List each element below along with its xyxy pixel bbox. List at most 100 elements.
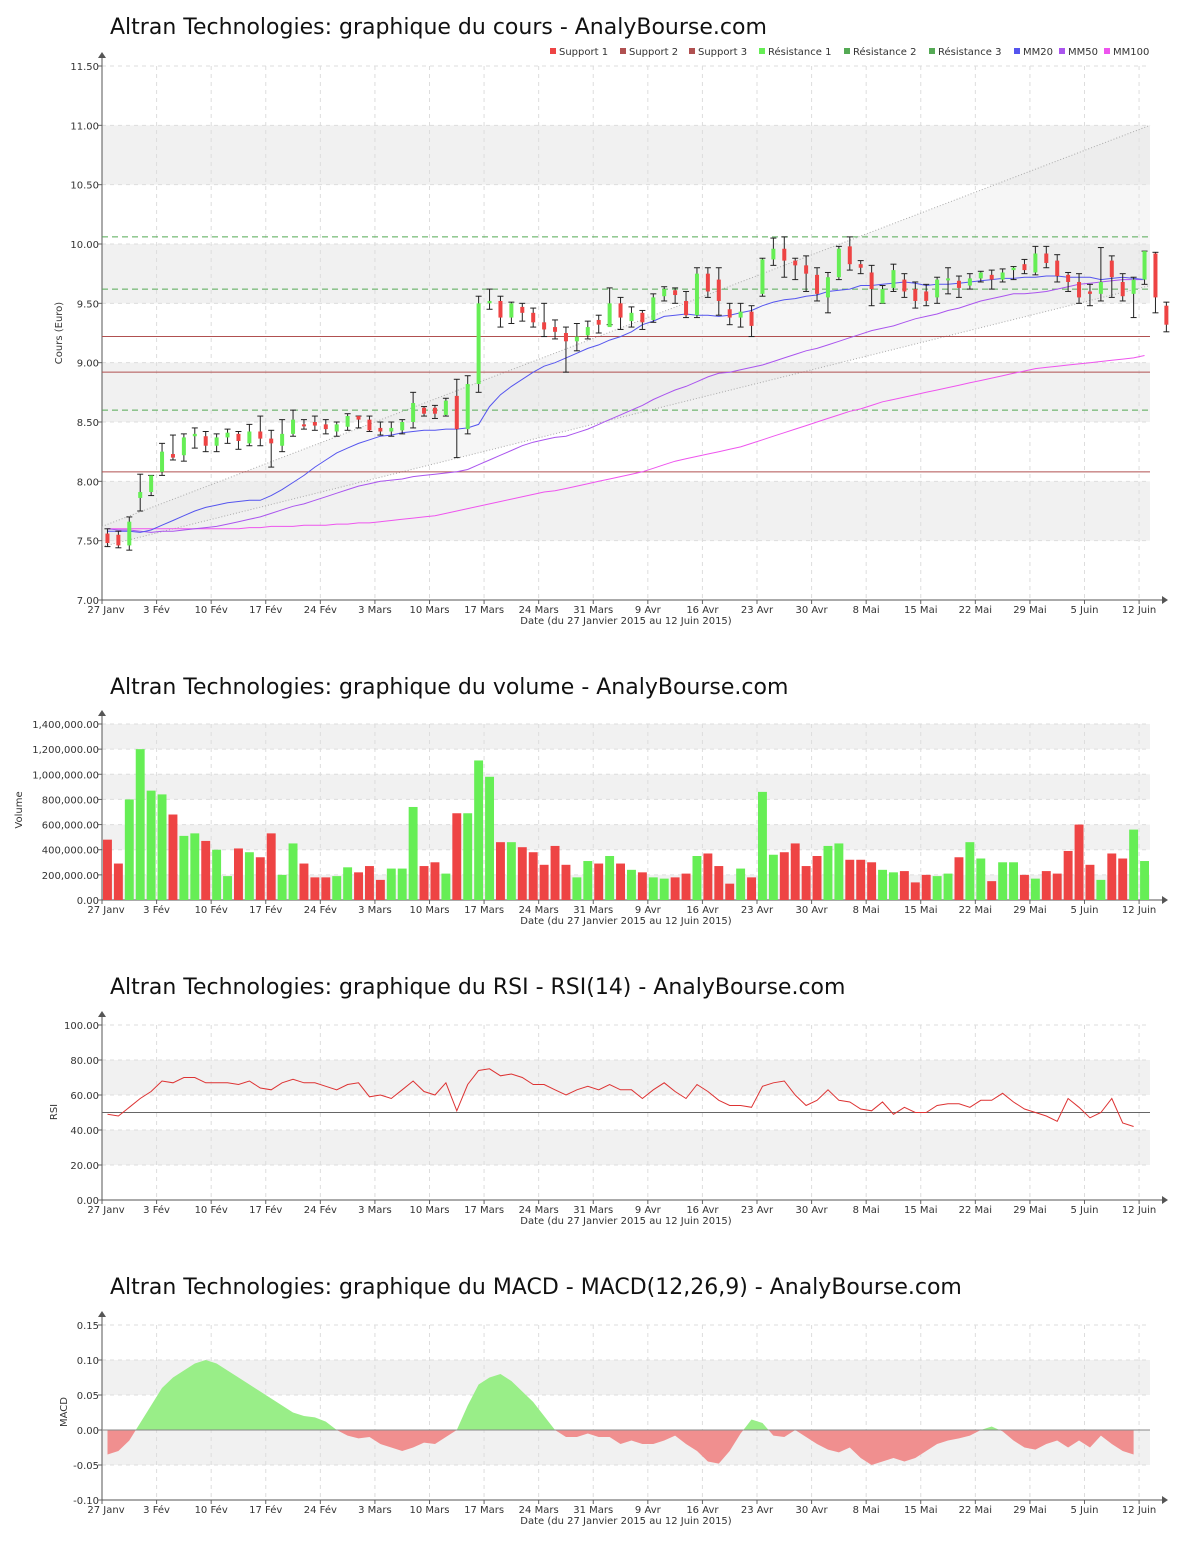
candle-body — [563, 333, 568, 342]
price-ytick-label: 11.00 — [70, 121, 99, 132]
candle-body — [192, 433, 197, 437]
volume-bar — [834, 843, 844, 900]
volume-bar — [703, 853, 713, 900]
rsi-chart-title: Altran Technologies: graphique du RSI - … — [110, 975, 845, 1000]
volume-bar — [659, 878, 669, 900]
legend-item: Résistance 1 — [768, 46, 831, 58]
rsi-xtick-label: 17 Mars — [464, 1205, 504, 1216]
candle-body — [1055, 260, 1060, 277]
volume-bar — [801, 866, 811, 900]
candle-body — [225, 432, 230, 438]
legend-item: Résistance 3 — [938, 46, 1001, 58]
volume-bar — [583, 861, 593, 900]
volume-bar — [899, 871, 909, 900]
candle-body — [203, 436, 208, 446]
macd-ytick-label: 0.00 — [77, 1426, 99, 1437]
volume-bar — [627, 869, 636, 900]
macd-xtick-label: 12 Juin — [1122, 1505, 1156, 1516]
price-xtick-label: 15 Mai — [904, 605, 937, 616]
price-xtick-label: 30 Avr — [795, 605, 828, 616]
candle-body — [334, 424, 339, 432]
volume-xtick-label: 17 Fév — [249, 904, 282, 916]
macd-ytick-label: 0.15 — [77, 1321, 99, 1332]
volume-bar — [474, 760, 484, 900]
candle-body — [804, 265, 809, 274]
volume-ytick-label: 200,000.00 — [42, 871, 99, 882]
volume-bar — [430, 862, 440, 900]
candle-body — [935, 279, 940, 298]
legend-item: MM50 — [1068, 47, 1098, 58]
volume-bar — [1096, 879, 1106, 900]
volume-bar — [365, 866, 374, 900]
volume-xtick-label: 10 Fév — [195, 904, 228, 916]
rsi-x-axis-arrow — [1162, 1196, 1168, 1204]
volume-bar — [681, 873, 691, 900]
macd-ytick-label: -0.10 — [73, 1496, 99, 1507]
volume-bar — [943, 873, 953, 900]
price-ytick-label: 7.00 — [77, 596, 99, 607]
macd-positive-area — [743, 1419, 769, 1430]
volume-bar — [692, 856, 702, 900]
volume-bar — [1140, 861, 1149, 900]
volume-bar — [266, 833, 276, 900]
volume-bar — [594, 863, 604, 900]
volume-xtick-label: 15 Mai — [904, 905, 937, 916]
candle-body — [705, 273, 710, 292]
macd-ytick-label: 0.10 — [77, 1356, 99, 1367]
macd-negative-area — [795, 1430, 981, 1465]
volume-ytick-label: 1,400,000.00 — [32, 720, 99, 731]
volume-bar — [572, 877, 582, 900]
volume-bar — [867, 862, 877, 900]
candle-body — [367, 419, 372, 431]
rsi-ytick-label: 0.00 — [77, 1196, 99, 1207]
rsi-ytick-label: 60.00 — [70, 1091, 99, 1102]
macd-ytick-label: 0.05 — [77, 1391, 99, 1402]
legend-item: Support 2 — [629, 47, 678, 58]
price-xtick-label: 24 Mars — [519, 605, 559, 616]
candle-body — [836, 248, 841, 278]
volume-xtick-label: 3 Fév — [143, 904, 170, 916]
price-ytick-label: 8.50 — [77, 418, 99, 429]
volume-xtick-label: 10 Mars — [410, 905, 450, 916]
candle-body — [454, 395, 459, 430]
macd-xtick-label: 15 Mai — [904, 1505, 937, 1516]
candle-body — [553, 327, 558, 332]
price-ytick-label: 7.50 — [77, 537, 99, 548]
legend-swatch — [620, 48, 626, 54]
candle-body — [280, 433, 285, 446]
volume-ytick-label: 600,000.00 — [42, 821, 99, 832]
volume-bar — [1009, 862, 1018, 900]
candle-body — [356, 416, 361, 420]
rsi-xtick-label: 15 Mai — [904, 1205, 937, 1216]
macd-negative-area — [768, 1430, 796, 1437]
volume-xtick-label: 31 Mars — [573, 905, 613, 916]
candle-body — [432, 407, 437, 414]
candle-body — [618, 303, 623, 318]
rsi-xtick-label: 5 Juin — [1071, 1205, 1099, 1216]
volume-chart-title: Altran Technologies: graphique du volume… — [110, 675, 788, 700]
macd-band — [102, 1360, 1150, 1395]
volume-bar — [1118, 858, 1128, 900]
macd-ytick-label: -0.05 — [73, 1461, 99, 1472]
candle-body — [596, 319, 601, 325]
legend-item: Support 3 — [698, 47, 747, 58]
price-y-axis-arrow — [98, 52, 106, 58]
candle-body — [531, 312, 536, 323]
rsi-xtick-label: 30 Avr — [795, 1205, 828, 1216]
mm50-line — [107, 279, 1145, 533]
candle-body — [269, 438, 274, 444]
candle-body — [127, 521, 132, 546]
price-xtick-label: 16 Avr — [686, 605, 719, 616]
volume-bar — [561, 864, 571, 900]
macd-xtick-label: 16 Avr — [686, 1505, 719, 1516]
volume-xtick-label: 24 Mars — [519, 905, 559, 916]
volume-y-axis-label: Volume — [14, 791, 25, 828]
volume-bar — [386, 868, 396, 900]
volume-bar — [1041, 871, 1051, 900]
price-chart-title: Altran Technologies: graphique du cours … — [110, 15, 767, 40]
macd-xtick-label: 9 Avr — [635, 1505, 662, 1516]
candle-body — [869, 272, 874, 290]
rsi-xtick-label: 9 Avr — [635, 1205, 662, 1216]
rsi-xtick-label: 3 Mars — [358, 1205, 392, 1216]
candle-body — [1044, 253, 1049, 263]
